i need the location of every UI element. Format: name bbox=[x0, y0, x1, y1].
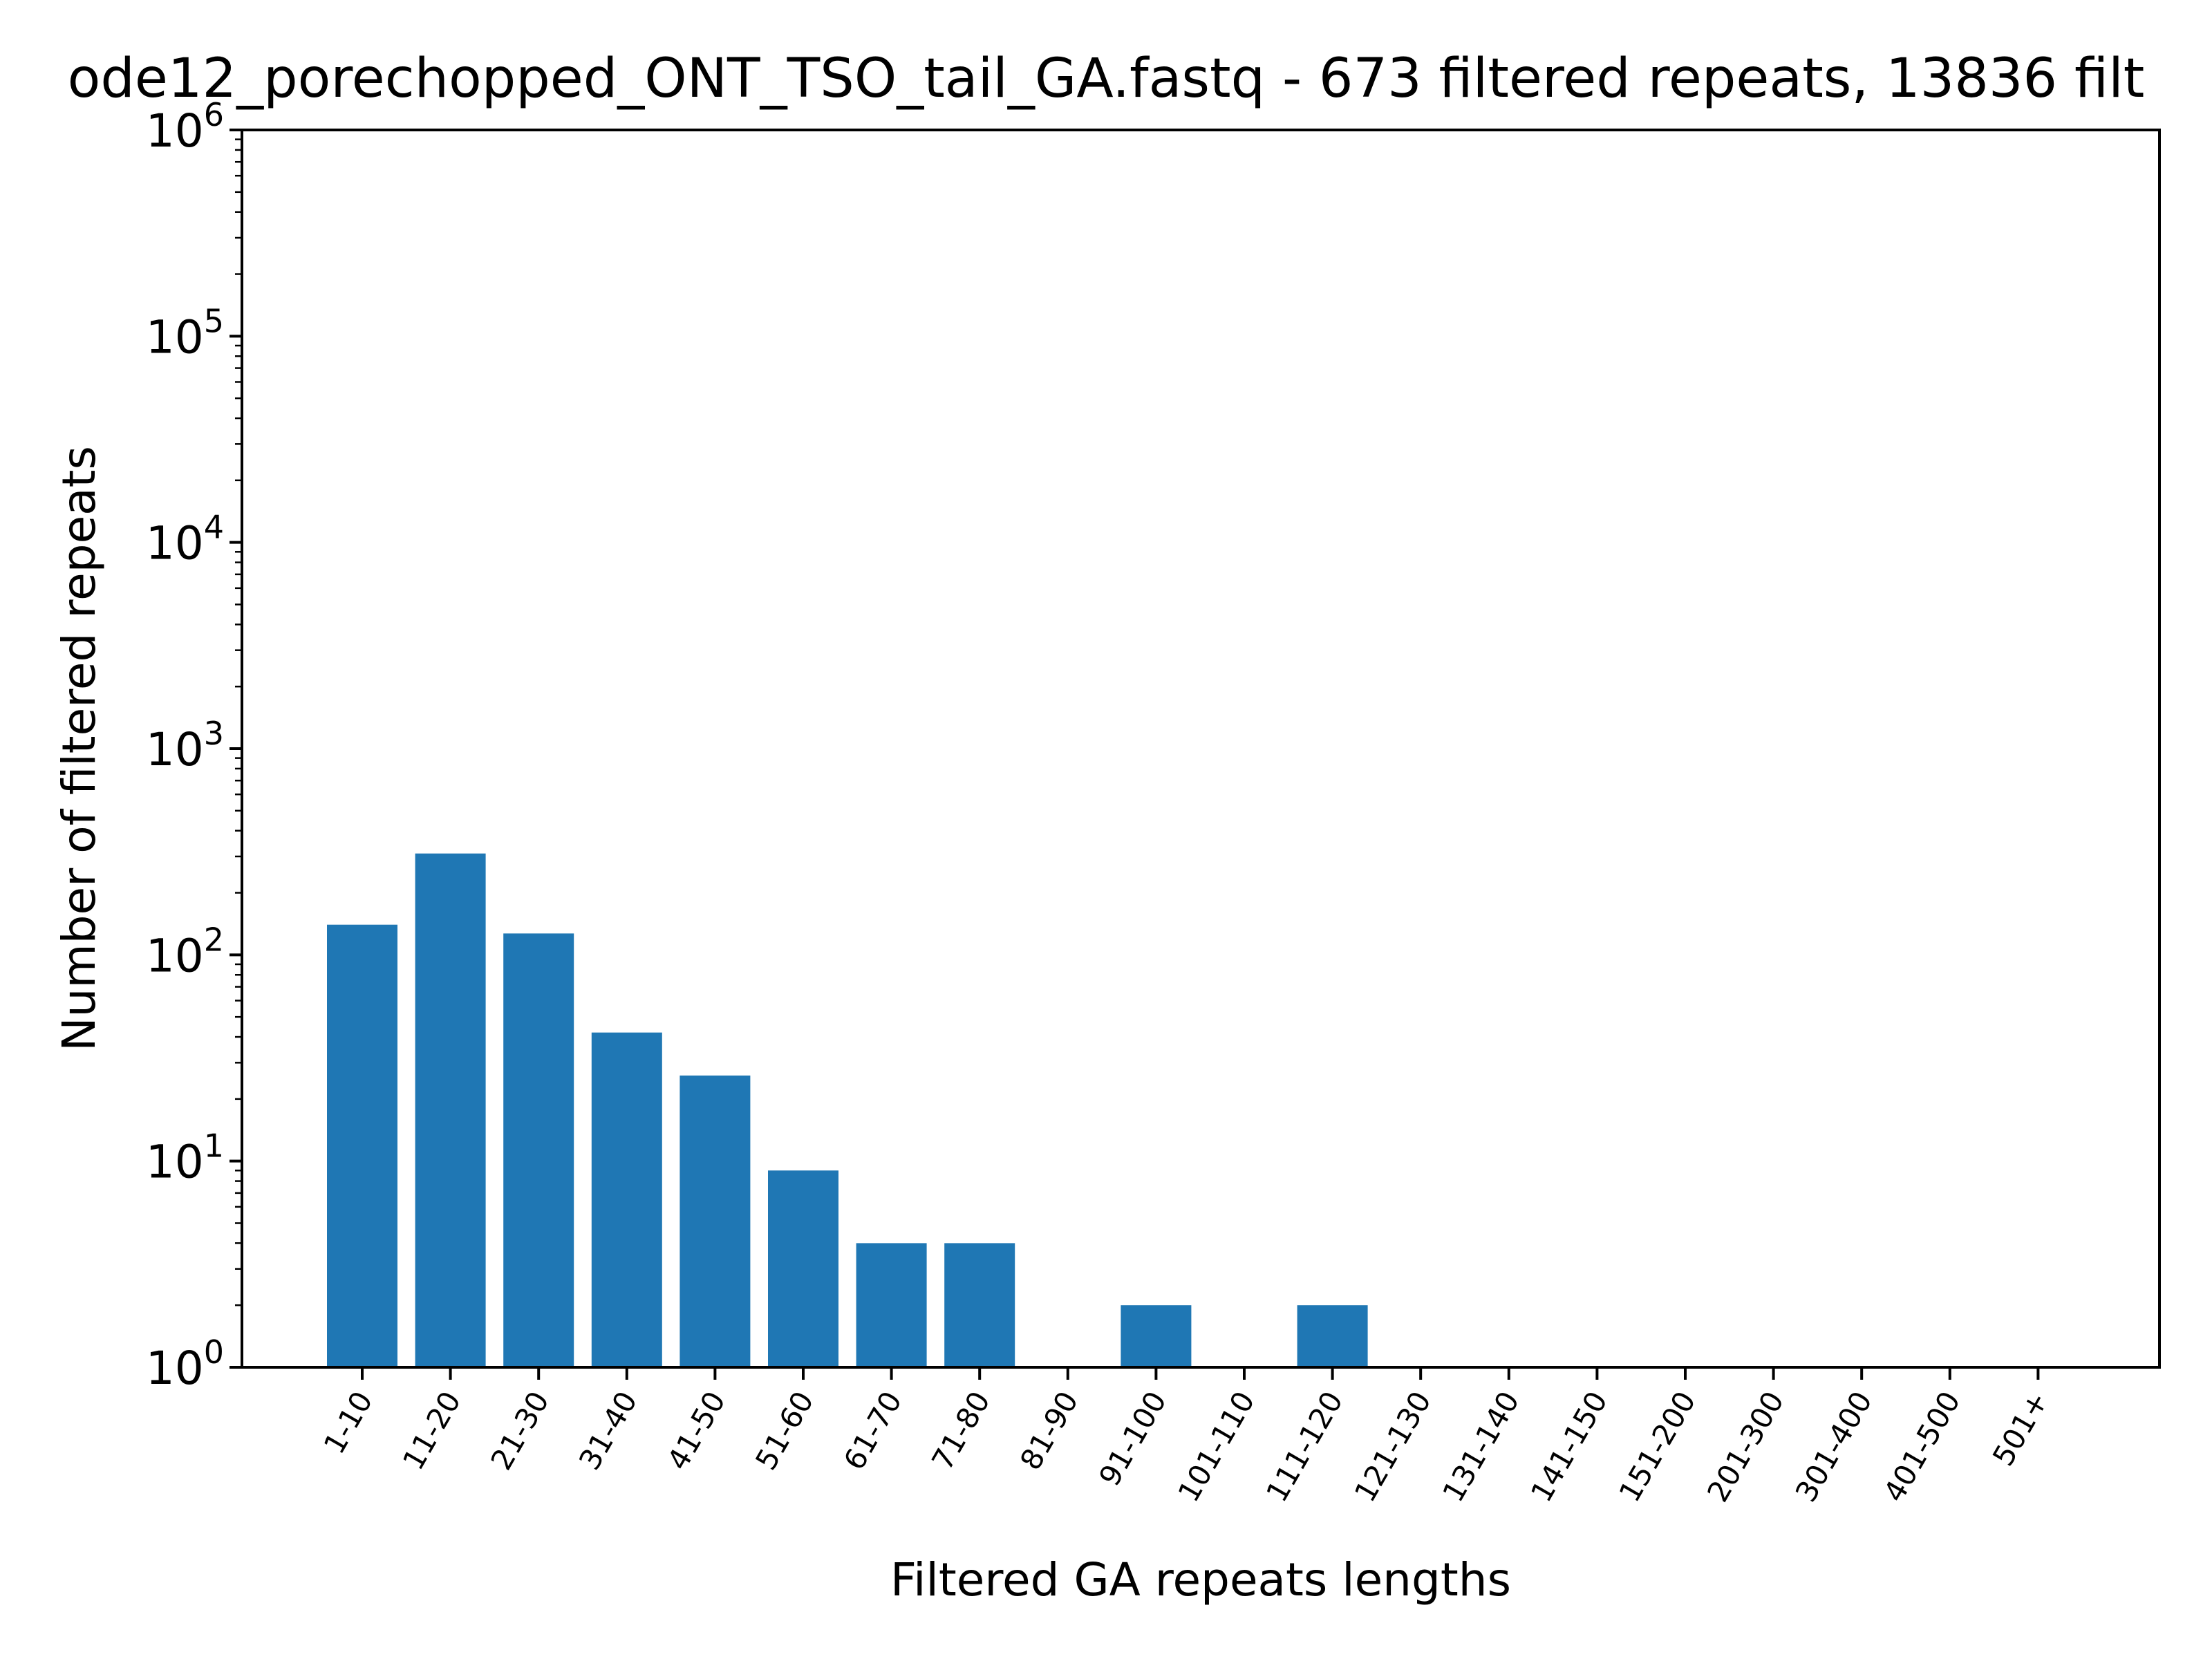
y-tick-base: 10 bbox=[146, 723, 204, 776]
plot-area-frame bbox=[241, 129, 2161, 1369]
y-tick-base: 10 bbox=[146, 1136, 204, 1189]
y-tick-label: 101 bbox=[146, 1127, 224, 1189]
y-tick-base: 10 bbox=[146, 517, 204, 570]
bar-21-30 bbox=[503, 933, 574, 1367]
bar-1-10 bbox=[327, 924, 397, 1367]
y-axis-label: Number of filtered repeats bbox=[53, 446, 106, 1051]
y-tick-exponent: 1 bbox=[204, 1127, 224, 1165]
chart-title: ode12_porechopped_ONT_TSO_tail_GA.fastq … bbox=[68, 48, 2145, 110]
y-tick-exponent: 6 bbox=[204, 96, 224, 133]
y-tick-label: 105 bbox=[146, 302, 224, 364]
bar-41-50 bbox=[679, 1075, 751, 1367]
y-tick-base: 10 bbox=[146, 929, 204, 982]
bar-61-70 bbox=[856, 1243, 927, 1367]
y-tick-exponent: 4 bbox=[204, 509, 224, 546]
y-tick-base: 10 bbox=[146, 104, 204, 158]
bars-group bbox=[327, 853, 1368, 1367]
bar-51-60 bbox=[768, 1170, 838, 1367]
bar-31-40 bbox=[591, 1032, 662, 1367]
x-axis-label: Filtered GA repeats lengths bbox=[890, 1553, 1511, 1606]
y-tick-label: 106 bbox=[146, 96, 224, 158]
y-tick-exponent: 0 bbox=[204, 1333, 224, 1371]
bar-71-80 bbox=[944, 1243, 1015, 1367]
bar-91-100 bbox=[1121, 1305, 1192, 1367]
y-tick-label: 100 bbox=[146, 1333, 224, 1395]
y-tick-label: 102 bbox=[146, 921, 224, 982]
y-tick-label: 103 bbox=[146, 715, 224, 776]
y-tick-exponent: 5 bbox=[204, 302, 224, 339]
y-tick-exponent: 3 bbox=[204, 715, 224, 752]
bar-11-20 bbox=[415, 853, 486, 1367]
y-tick-base: 10 bbox=[146, 1342, 204, 1395]
y-tick-base: 10 bbox=[146, 310, 204, 364]
bar-111-120 bbox=[1297, 1305, 1368, 1367]
y-tick-exponent: 2 bbox=[204, 921, 224, 958]
y-tick-label: 104 bbox=[146, 509, 224, 570]
